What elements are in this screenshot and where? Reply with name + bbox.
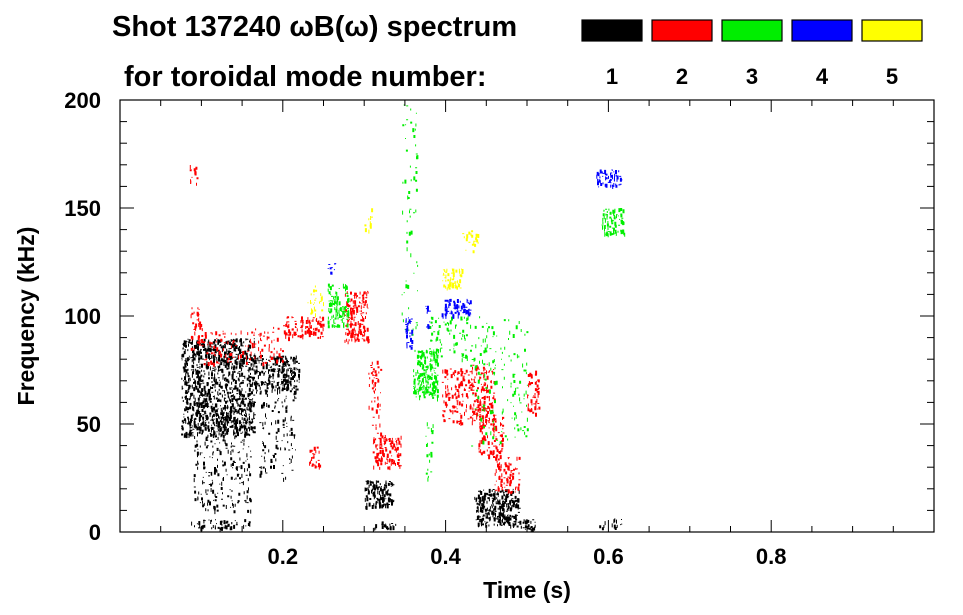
axis-ticks: 0.2 0.4 0.6 0.8 0 50 100 150 200 (64, 88, 934, 569)
series-n=2-region-5 (372, 435, 402, 471)
y-tick-label: 50 (77, 412, 101, 437)
x-tick-label: 0.4 (430, 544, 461, 569)
series-n=2-region-3 (343, 290, 370, 345)
legend-swatch-4 (791, 19, 853, 42)
series-n=1-region-9 (599, 518, 623, 531)
y-tick-label: 150 (64, 196, 101, 221)
series-n=3-region-4 (470, 316, 529, 447)
series-n=2-region-7 (478, 414, 505, 460)
series-n=3-region-5 (601, 208, 626, 238)
series-n=2-region-11 (189, 165, 199, 186)
series-n=2-region-2 (283, 316, 325, 342)
series-n=1-region-3 (259, 392, 297, 482)
series-n=1-region-1 (193, 424, 252, 515)
y-tick-label: 100 (64, 304, 101, 329)
legend: 1 2 3 4 5 (581, 19, 923, 89)
y-tick-label: 0 (89, 520, 101, 545)
legend-label-2: 2 (676, 64, 688, 89)
legend-swatch-2 (651, 19, 713, 42)
legend-swatch-3 (721, 19, 783, 42)
x-tick-label: 0.6 (593, 544, 624, 569)
x-tick-label: 0.8 (756, 544, 787, 569)
x-tick-label: 0.2 (268, 544, 299, 569)
series-n=4-region-1 (441, 298, 472, 319)
series-n=2-region-9 (527, 370, 541, 417)
series-n=3 (327, 104, 626, 482)
y-axis-title: Frequency (kHz) (13, 227, 39, 406)
series-n=1-region-4 (364, 480, 395, 510)
legend-swatch-1 (581, 19, 643, 42)
chart-title-line1: Shot 137240 ωB(ω) spectrum (112, 11, 517, 43)
series-n=3-region-6 (425, 422, 434, 482)
series-n=4-region-2 (596, 169, 623, 189)
series-n=3-region-1 (413, 348, 440, 402)
series-n=4-region-0 (405, 317, 414, 350)
series-n=1 (181, 338, 623, 532)
legend-label-1: 1 (606, 64, 618, 89)
legend-label-5: 5 (886, 64, 898, 89)
series-n=2-region-0 (190, 307, 204, 351)
series-n=1-region-8 (372, 521, 397, 532)
spectrogram-marks (181, 104, 626, 532)
series-n=4 (327, 169, 623, 350)
series-n=4-region-3 (327, 263, 337, 275)
series-n=3-region-0 (327, 283, 350, 329)
series-n=1-region-5 (474, 488, 521, 529)
series-n=5-region-1 (307, 285, 324, 318)
series-n=3-region-3 (429, 316, 469, 363)
series-n=2-region-8 (494, 456, 521, 495)
series-n=1-region-7 (191, 519, 251, 532)
series-n=1-region-6 (519, 519, 536, 532)
series-n=3-region-2 (401, 104, 419, 336)
series-n=5-region-2 (462, 230, 480, 254)
legend-label-3: 3 (746, 64, 758, 89)
series-n=5 (307, 208, 480, 318)
series-n=4-region-4 (425, 305, 431, 330)
series-n=1-region-2 (254, 355, 301, 395)
series-n=2-region-6 (441, 363, 497, 427)
series-n=5-region-0 (442, 268, 464, 291)
x-axis-title: Time (s) (483, 577, 571, 603)
legend-label-4: 4 (816, 64, 829, 89)
y-tick-label: 200 (64, 88, 101, 113)
series-n=2-region-4 (368, 360, 383, 437)
series-n=5-region-3 (364, 208, 374, 234)
legend-swatch-5 (861, 19, 923, 42)
series-n=1-region-0 (181, 338, 256, 439)
chart-title-line2: for toroidal mode number: (124, 61, 487, 93)
series-n=2-region-10 (309, 446, 322, 470)
